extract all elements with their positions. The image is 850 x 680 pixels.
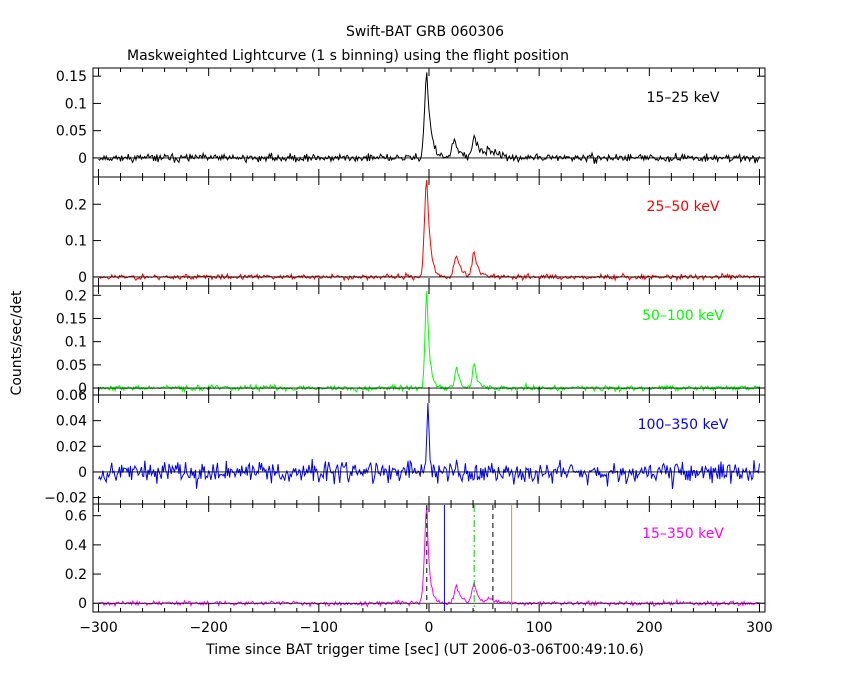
x-tick-label: 0 xyxy=(425,620,434,636)
y-tick-label: 0.1 xyxy=(65,234,87,250)
lightcurve-15-25-kev xyxy=(98,72,760,164)
x-tick-label: 300 xyxy=(746,620,773,636)
y-tick-label: 0.15 xyxy=(56,69,87,85)
y-tick-label: 0.2 xyxy=(65,288,87,304)
energy-band-label: 100–350 keV xyxy=(638,417,729,433)
energy-band-label: 50–100 keV xyxy=(642,308,724,324)
x-axis-label: Time since BAT trigger time [sec] (UT 20… xyxy=(205,642,644,658)
y-tick-label: 0.6 xyxy=(65,509,87,525)
panel-25-50-kev: 0 0.1 0.2 25–50 keV xyxy=(65,176,766,287)
y-tick-label: 0.1 xyxy=(65,335,87,351)
y-tick-label: 0.06 xyxy=(56,388,87,404)
y-tick-label: 0 xyxy=(78,465,87,481)
chart-subtitle: Maskweighted Lightcurve (1 s binning) us… xyxy=(127,48,569,64)
y-tick-label: 0.4 xyxy=(65,538,87,554)
energy-band-label: 15–350 keV xyxy=(642,526,724,542)
y-tick-label: 0.1 xyxy=(65,96,87,112)
y-tick-label: 0.2 xyxy=(65,197,87,213)
y-tick-label: 0.05 xyxy=(56,124,87,140)
y-tick-label: 0.05 xyxy=(56,358,87,374)
x-tick-label: −300 xyxy=(79,620,117,636)
x-tick-label: 200 xyxy=(636,620,663,636)
y-tick-label: 0.2 xyxy=(65,567,87,583)
y-tick-label: 0 xyxy=(78,151,87,167)
energy-band-label: 25–50 keV xyxy=(647,199,720,215)
panel-15-350-kev: 0 0.2 0.4 0.6 15–350 keV xyxy=(65,503,766,613)
y-tick-label: 0.15 xyxy=(56,311,87,327)
y-tick-label: 0.04 xyxy=(56,414,87,430)
lightcurve-15-350-kev xyxy=(98,506,760,608)
x-tick-label: 100 xyxy=(526,620,553,636)
energy-band-label: 15–25 keV xyxy=(647,90,720,106)
chart-title: Swift-BAT GRB 060306 xyxy=(346,24,504,40)
lightcurve-25-50-kev xyxy=(98,179,760,282)
x-tick-label: −200 xyxy=(189,620,227,636)
panel-100-350-kev: −0.02 0 0.02 0.04 0.06 100–350 keV xyxy=(44,388,766,507)
y-tick-label: 0 xyxy=(78,381,87,397)
panel-frame xyxy=(92,394,766,505)
y-tick-label: −0.02 xyxy=(44,491,87,507)
y-tick-label: 0 xyxy=(78,596,87,612)
y-axis-label: Counts/sec/det xyxy=(9,290,25,395)
y-tick-label: 0.02 xyxy=(56,439,87,455)
panel-50-100-kev: 0 0.05 0.1 0.15 0.2 50–100 keV xyxy=(56,285,766,397)
x-tick-label: −100 xyxy=(300,620,338,636)
lightcurve-50-100-kev xyxy=(98,291,760,394)
x-axis: −300 −200 −100 0 100 200 300 xyxy=(79,620,773,636)
lightcurve-100-350-kev xyxy=(98,403,760,489)
panel-frame xyxy=(92,67,766,178)
y-tick-label: 0 xyxy=(78,270,87,286)
panel-15-25-kev: 0 0.05 0.1 0.15 15–25 keV xyxy=(56,67,766,178)
panel-frame xyxy=(92,503,766,613)
